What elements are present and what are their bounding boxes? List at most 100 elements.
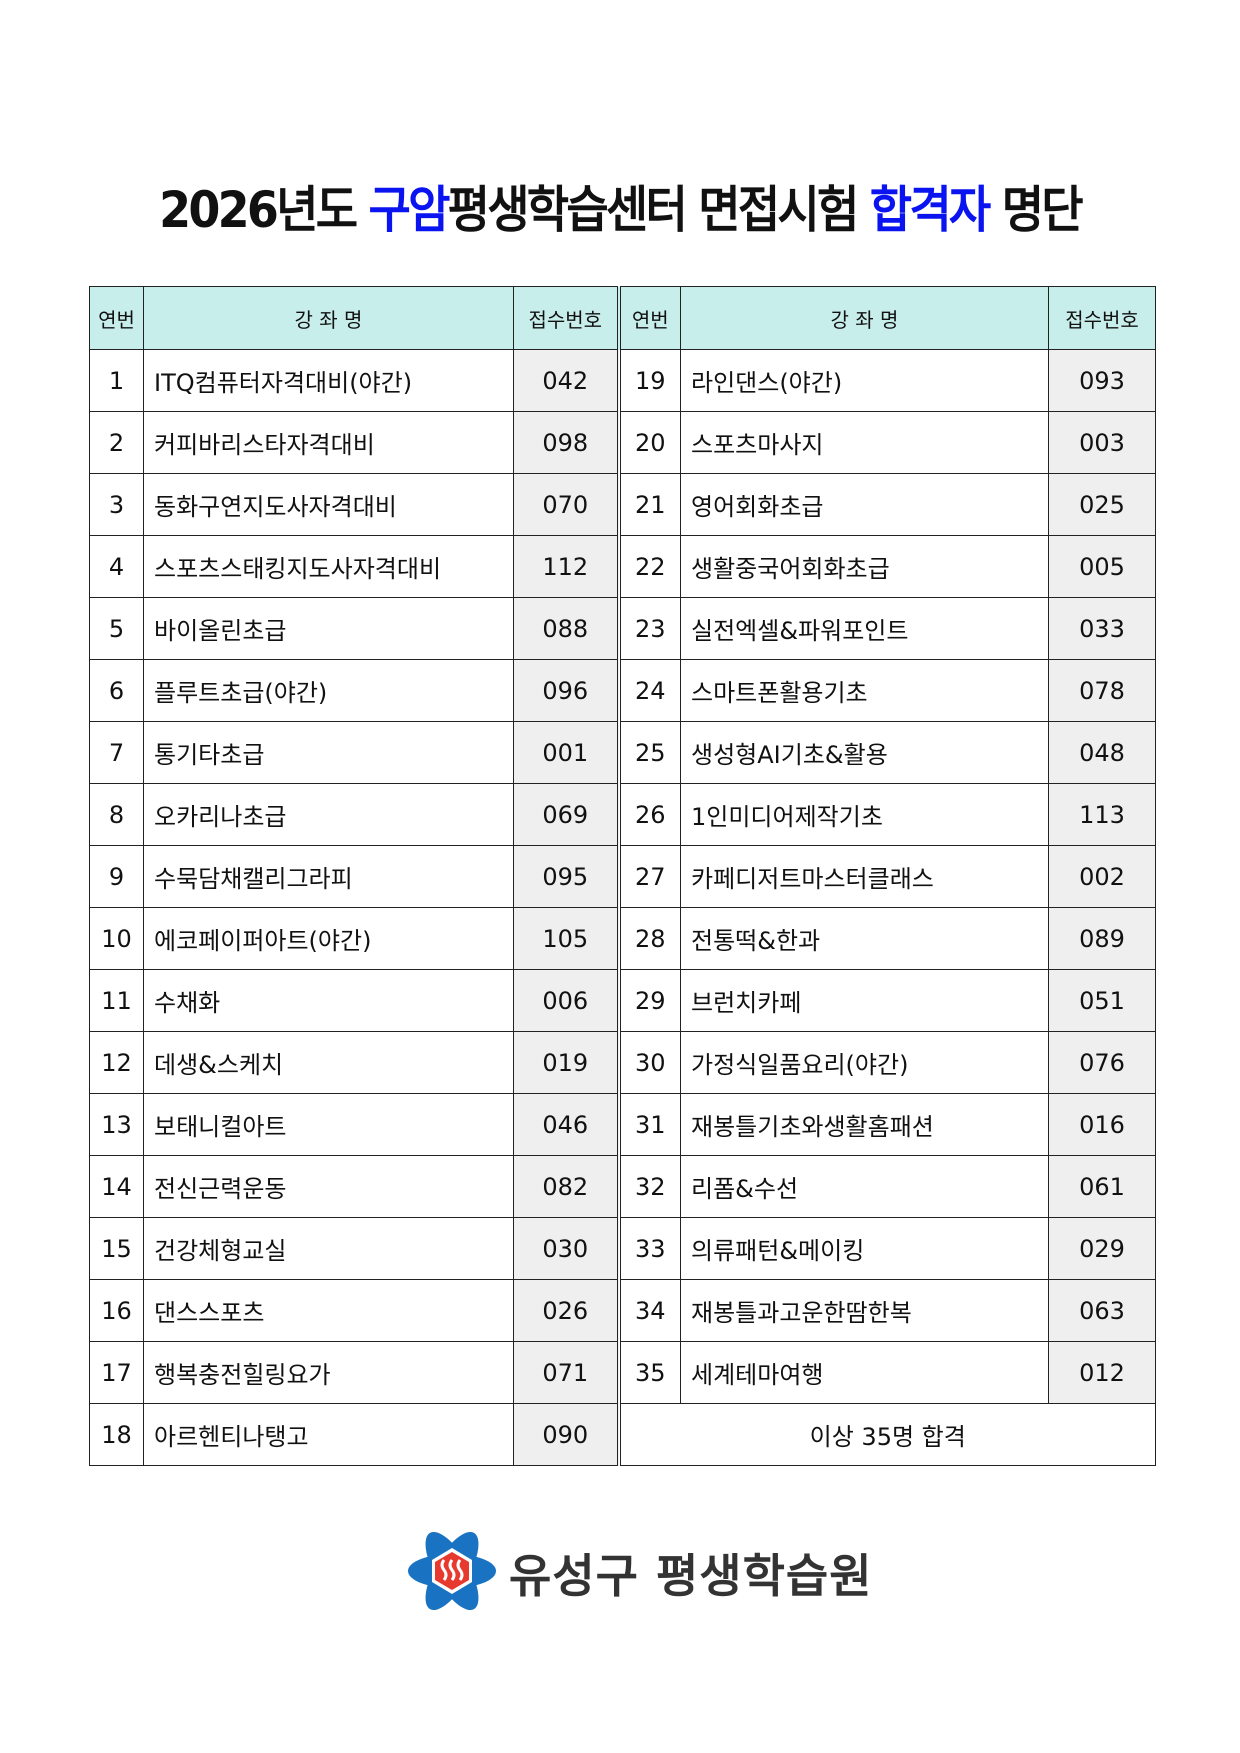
row-number: 33 bbox=[616, 1217, 681, 1280]
application-number: 078 bbox=[1048, 659, 1156, 722]
header-no: 연번 bbox=[89, 286, 144, 350]
application-number: 002 bbox=[1048, 845, 1156, 908]
row-number: 1 bbox=[89, 349, 144, 412]
row-number: 9 bbox=[89, 845, 144, 908]
table-row: 1 ITQ컴퓨터자격대비(야간) 042 19 라인댄스(야간) 093 bbox=[89, 349, 1156, 412]
course-name: 브런치카페 bbox=[680, 969, 1049, 1032]
row-number: 11 bbox=[89, 969, 144, 1032]
table-row: 7 통기타초급 001 25 생성형AI기초&활용 048 bbox=[89, 721, 1156, 784]
application-number: 082 bbox=[513, 1155, 619, 1218]
application-number: 033 bbox=[1048, 597, 1156, 660]
application-number: 088 bbox=[513, 597, 619, 660]
table-row: 8 오카리나초급 069 26 1인미디어제작기초 113 bbox=[89, 783, 1156, 846]
row-number: 18 bbox=[89, 1403, 144, 1466]
row-number: 15 bbox=[89, 1217, 144, 1280]
course-name: 가정식일품요리(야간) bbox=[680, 1031, 1049, 1094]
application-number: 096 bbox=[513, 659, 619, 722]
table-row: 5 바이올린초급 088 23 실전엑셀&파워포인트 033 bbox=[89, 597, 1156, 660]
logo-emblem-icon bbox=[408, 1531, 496, 1611]
row-number: 4 bbox=[89, 535, 144, 598]
table-row: 18 아르헨티나탱고 090 이상 35명 합격 bbox=[89, 1403, 1156, 1466]
application-number: 025 bbox=[1048, 473, 1156, 536]
table-row: 6 플루트초급(야간) 096 24 스마트폰활용기초 078 bbox=[89, 659, 1156, 722]
course-name: 실전엑셀&파워포인트 bbox=[680, 597, 1049, 660]
row-number: 22 bbox=[616, 535, 681, 598]
application-number: 001 bbox=[513, 721, 619, 784]
course-name: 에코페이퍼아트(야간) bbox=[143, 907, 514, 970]
row-number: 8 bbox=[89, 783, 144, 846]
application-number: 012 bbox=[1048, 1341, 1156, 1404]
application-number: 030 bbox=[513, 1217, 619, 1280]
course-name: 바이올린초급 bbox=[143, 597, 514, 660]
row-number: 26 bbox=[616, 783, 681, 846]
application-number: 071 bbox=[513, 1341, 619, 1404]
row-number: 35 bbox=[616, 1341, 681, 1404]
table-row: 12 데생&스케치 019 30 가정식일품요리(야간) 076 bbox=[89, 1031, 1156, 1094]
row-number: 31 bbox=[616, 1093, 681, 1156]
course-name: 아르헨티나탱고 bbox=[143, 1403, 514, 1466]
application-number: 076 bbox=[1048, 1031, 1156, 1094]
application-number: 029 bbox=[1048, 1217, 1156, 1280]
table-row: 4 스포츠스태킹지도사자격대비 112 22 생활중국어회화초급 005 bbox=[89, 535, 1156, 598]
application-number: 051 bbox=[1048, 969, 1156, 1032]
application-number: 069 bbox=[513, 783, 619, 846]
row-number: 32 bbox=[616, 1155, 681, 1218]
course-name: 스포츠스태킹지도사자격대비 bbox=[143, 535, 514, 598]
row-number: 7 bbox=[89, 721, 144, 784]
course-name: 데생&스케치 bbox=[143, 1031, 514, 1094]
row-number: 28 bbox=[616, 907, 681, 970]
row-number: 6 bbox=[89, 659, 144, 722]
course-name: 의류패턴&메이킹 bbox=[680, 1217, 1049, 1280]
application-number: 005 bbox=[1048, 535, 1156, 598]
header-no: 연번 bbox=[616, 286, 681, 350]
course-name: 행복충전힐링요가 bbox=[143, 1341, 514, 1404]
row-number: 30 bbox=[616, 1031, 681, 1094]
course-name: 오카리나초급 bbox=[143, 783, 514, 846]
application-number: 003 bbox=[1048, 411, 1156, 474]
course-name: 영어회화초급 bbox=[680, 473, 1049, 536]
row-number: 24 bbox=[616, 659, 681, 722]
row-number: 13 bbox=[89, 1093, 144, 1156]
course-name: 수채화 bbox=[143, 969, 514, 1032]
application-number: 016 bbox=[1048, 1093, 1156, 1156]
header-code: 접수번호 bbox=[1048, 286, 1156, 350]
course-name: 수묵담채캘리그라피 bbox=[143, 845, 514, 908]
row-number: 17 bbox=[89, 1341, 144, 1404]
application-number: 019 bbox=[513, 1031, 619, 1094]
application-number: 046 bbox=[513, 1093, 619, 1156]
course-name: 보태니컬아트 bbox=[143, 1093, 514, 1156]
course-name: 건강체형교실 bbox=[143, 1217, 514, 1280]
row-number: 23 bbox=[616, 597, 681, 660]
row-number: 20 bbox=[616, 411, 681, 474]
application-number: 048 bbox=[1048, 721, 1156, 784]
summary-text: 이상 35명 합격 bbox=[616, 1403, 1156, 1466]
row-number: 2 bbox=[89, 411, 144, 474]
passers-table: 연번 강 좌 명 접수번호 연번 강 좌 명 접수번호 1 ITQ컴퓨터자격대비(… bbox=[89, 286, 1156, 1466]
table-row: 11 수채화 006 29 브런치카페 051 bbox=[89, 969, 1156, 1032]
row-number: 29 bbox=[616, 969, 681, 1032]
application-number: 070 bbox=[513, 473, 619, 536]
application-number: 089 bbox=[1048, 907, 1156, 970]
application-number: 061 bbox=[1048, 1155, 1156, 1218]
table-row: 14 전신근력운동 082 32 리폼&수선 061 bbox=[89, 1155, 1156, 1218]
row-number: 16 bbox=[89, 1279, 144, 1342]
row-number: 21 bbox=[616, 473, 681, 536]
course-name: 댄스스포츠 bbox=[143, 1279, 514, 1342]
course-name: 커피바리스타자격대비 bbox=[143, 411, 514, 474]
row-number: 10 bbox=[89, 907, 144, 970]
application-number: 042 bbox=[513, 349, 619, 412]
application-number: 105 bbox=[513, 907, 619, 970]
table-row: 2 커피바리스타자격대비 098 20 스포츠마사지 003 bbox=[89, 411, 1156, 474]
course-name: 생활중국어회화초급 bbox=[680, 535, 1049, 598]
logo-text: 유성구 평생학습원 bbox=[509, 1549, 873, 1603]
table-row: 15 건강체형교실 030 33 의류패턴&메이킹 029 bbox=[89, 1217, 1156, 1280]
course-name: 플루트초급(야간) bbox=[143, 659, 514, 722]
page-title: 2026년도 구암평생학습센터 면접시험 합격자 명단 bbox=[159, 181, 1083, 239]
application-number: 098 bbox=[513, 411, 619, 474]
row-number: 25 bbox=[616, 721, 681, 784]
application-number: 006 bbox=[513, 969, 619, 1032]
table-row: 16 댄스스포츠 026 34 재봉틀과고운한땀한복 063 bbox=[89, 1279, 1156, 1342]
application-number: 063 bbox=[1048, 1279, 1156, 1342]
row-number: 5 bbox=[89, 597, 144, 660]
course-name: 카페디저트마스터클래스 bbox=[680, 845, 1049, 908]
